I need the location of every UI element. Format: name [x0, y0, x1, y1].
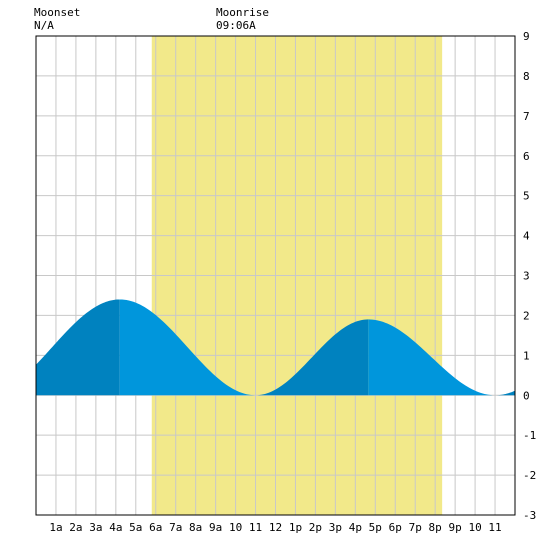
x-tick-label: 11: [249, 521, 262, 534]
moonset-info: Moonset N/A: [34, 6, 80, 32]
x-tick-label: 7a: [169, 521, 182, 534]
x-tick-label: 6p: [389, 521, 402, 534]
tide-falling-area: [368, 319, 496, 396]
axis-labels: 1a 2a 3a 4a 5a 6a 7a 8a 9a 10 11 12 1p 2p 3p 4p 5p 6p 7p 8p…: [49, 30, 536, 534]
x-tick-label: 5a: [129, 521, 142, 534]
frame-layer: [35, 35, 516, 516]
tide-rising-area: [255, 319, 369, 396]
y-tick-label: 9: [523, 30, 530, 43]
x-tick-label: 4p: [349, 521, 362, 534]
moonrise-time: 09:06A: [216, 19, 256, 32]
x-tick-label: 2a: [69, 521, 82, 534]
x-tick-label: 1p: [289, 521, 302, 534]
y-tick-label: 2: [523, 309, 530, 322]
y-tick-label: -1: [523, 429, 536, 442]
plot-frame: [35, 35, 516, 516]
x-tick-label: 2p: [309, 521, 322, 534]
y-tick-label: 1: [523, 349, 530, 362]
y-tick-label: 7: [523, 110, 530, 123]
y-tick-label: 8: [523, 70, 530, 83]
x-tick-label: 11: [488, 521, 501, 534]
x-tick-label: 10: [229, 521, 242, 534]
tide-rising-area: [495, 390, 515, 396]
y-tick-label: -2: [523, 469, 536, 482]
y-tick-label: 0: [523, 389, 530, 402]
tide-falling-area: [119, 299, 256, 396]
x-tick-label: 1a: [49, 521, 62, 534]
y-tick-label: 6: [523, 150, 530, 163]
x-tick-label: 9p: [449, 521, 462, 534]
x-tick-label: 9a: [209, 521, 222, 534]
x-tick-label: 3a: [89, 521, 102, 534]
x-tick-label: 5p: [369, 521, 382, 534]
moonrise-info: Moonrise 09:06A: [216, 6, 269, 32]
x-tick-label: 12: [269, 521, 282, 534]
x-tick-label: 4a: [109, 521, 122, 534]
moonrise-label: Moonrise: [216, 6, 269, 19]
tide-layer: [36, 299, 515, 396]
x-tick-label: 7p: [409, 521, 422, 534]
x-tick-label: 3p: [329, 521, 342, 534]
x-tick-label: 10: [468, 521, 481, 534]
x-tick-label: 6a: [149, 521, 162, 534]
moonset-time: N/A: [34, 19, 54, 32]
x-tick-label: 8a: [189, 521, 202, 534]
y-tick-label: -3: [523, 509, 536, 522]
y-tick-label: 5: [523, 190, 530, 203]
moonset-label: Moonset: [34, 6, 81, 19]
y-tick-label: 3: [523, 270, 530, 283]
y-tick-label: 4: [523, 230, 530, 243]
tide-rising-area: [36, 299, 120, 396]
x-tick-label: 8p: [429, 521, 442, 534]
